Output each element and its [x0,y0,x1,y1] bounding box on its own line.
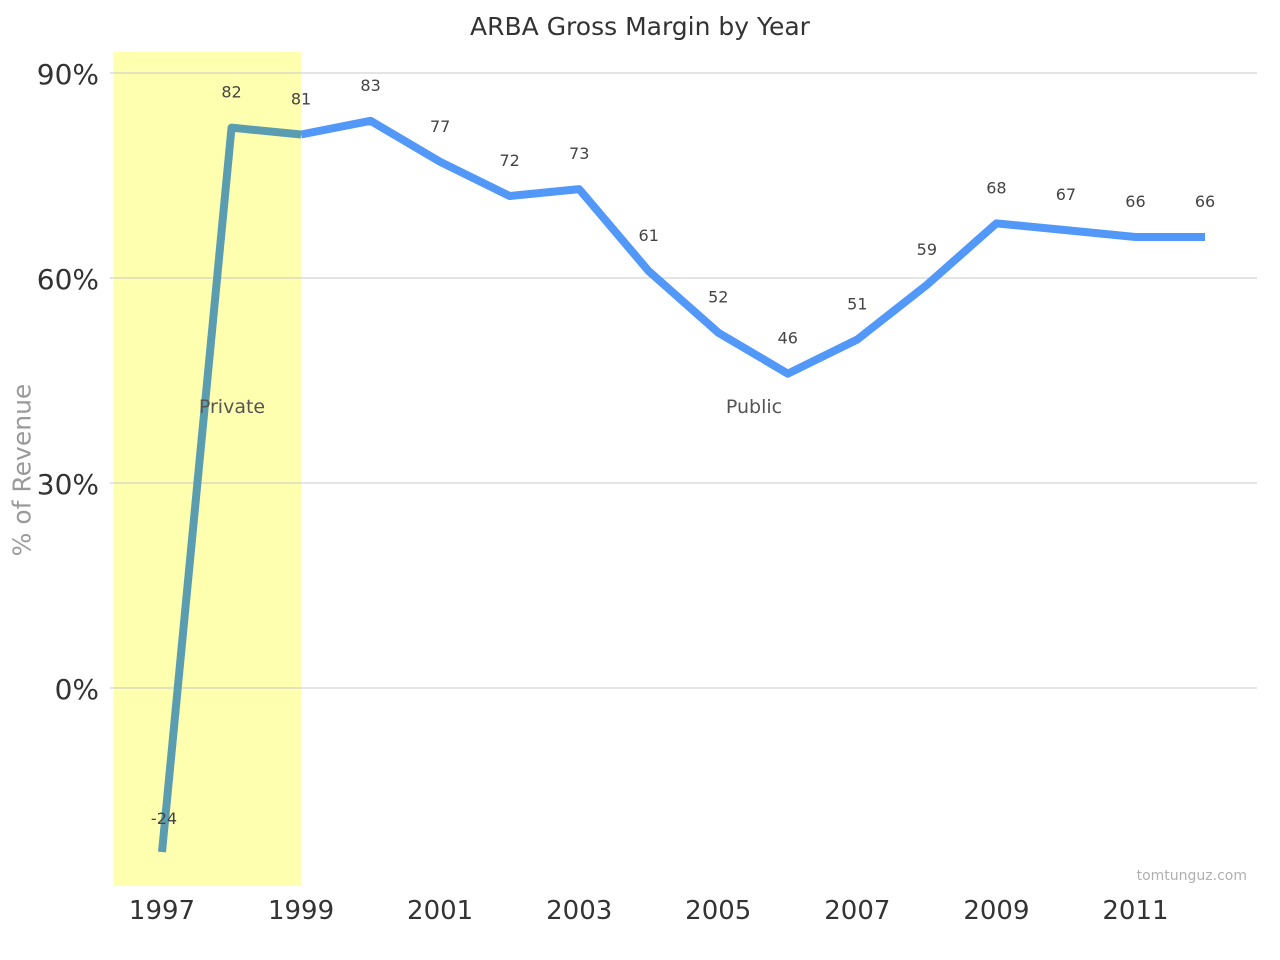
data-label: 61 [639,226,659,245]
data-label: 59 [917,240,937,259]
x-tick-label: 2005 [685,896,751,926]
data-label: 51 [847,295,867,314]
y-tick-label: 0% [55,673,99,706]
data-label: -24 [151,809,177,828]
region-label-private: Private [199,396,265,418]
chart-title: ARBA Gross Margin by Year [470,12,810,41]
x-tick-label: 1999 [268,896,334,926]
x-tick-label: 2001 [407,896,473,926]
data-label: 67 [1056,185,1076,204]
y-tick-label: 30% [37,468,99,501]
region-shade-private [113,52,302,886]
data-label: 73 [569,144,589,163]
data-label: 72 [499,151,519,170]
data-label: 52 [708,288,728,307]
data-label: 66 [1195,192,1215,211]
x-tick-label: 2011 [1102,896,1168,926]
data-label: 81 [291,90,311,109]
data-label: 46 [778,329,798,348]
series-line-public [300,116,1205,378]
x-tick-label: 2007 [824,896,890,926]
source-credit: tomtunguz.com [1136,868,1247,884]
data-label: 68 [986,178,1006,197]
y-tick-label: 60% [37,263,99,296]
y-axis-label: % of Revenue [7,383,37,557]
x-tick-label: 1997 [129,896,195,926]
x-tick-label: 2009 [963,896,1029,926]
data-label: 66 [1125,192,1145,211]
data-label: 82 [221,83,241,102]
region-label-public: Public [726,396,782,418]
series-line-private [158,123,302,853]
y-tick-label: 90% [37,58,99,91]
data-label: 77 [430,117,450,136]
x-tick-label: 2003 [546,896,612,926]
data-label: 83 [360,76,380,95]
